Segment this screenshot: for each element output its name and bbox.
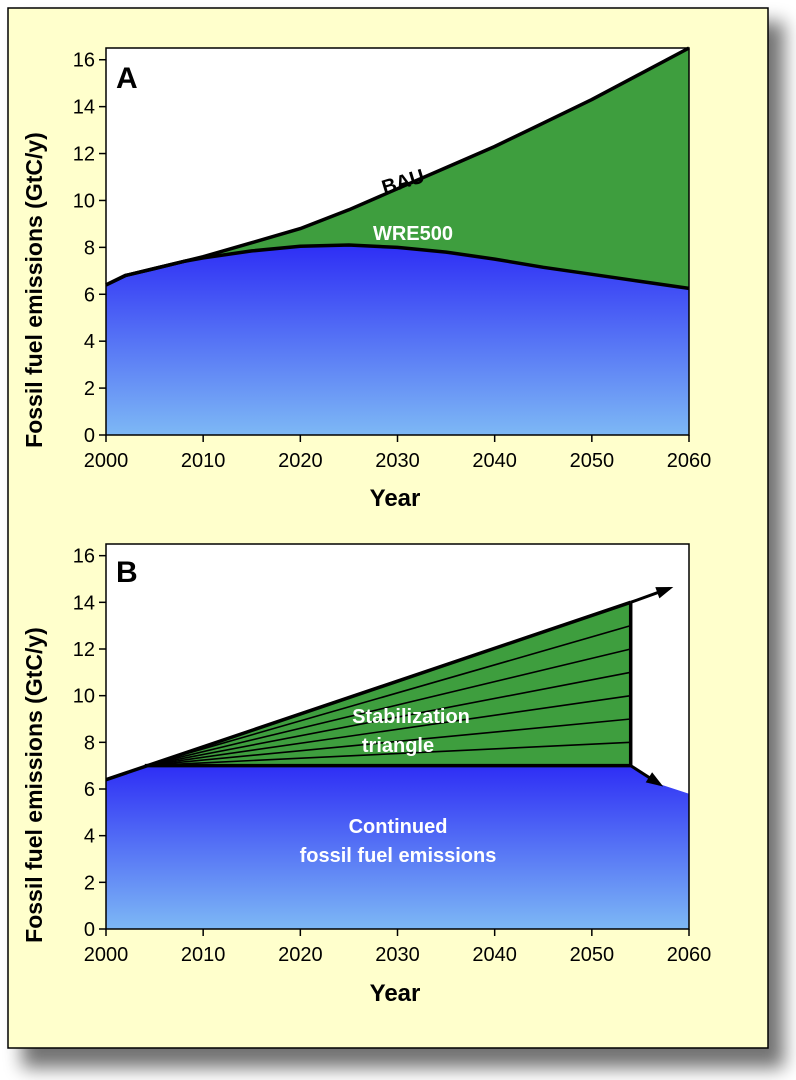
chart-b-panel-label: B: [116, 556, 138, 589]
y-tick-label: 16: [73, 50, 95, 72]
wedge-line: [144, 671, 631, 767]
chart-b-ylabel: Fossil fuel emissions (GtC/y): [21, 627, 47, 943]
bau-gap-area: [106, 48, 689, 289]
y-tick-label: 4: [84, 331, 95, 353]
y-tick-label: 14: [73, 97, 95, 119]
bau-growth-line: [105, 600, 632, 782]
y-tick-label: 12: [73, 144, 95, 166]
chart-a-x-ticks: 2000 2010 2020 2030 2040 2050 2060: [84, 435, 712, 472]
x-tick-label: 2040: [472, 944, 517, 966]
x-tick-label: 2060: [667, 450, 712, 472]
chart-b-label-continued: Continued: [349, 816, 448, 838]
chart-a-ylabel: Fossil fuel emissions (GtC/y): [21, 132, 47, 448]
x-tick-label: 2050: [570, 944, 615, 966]
chart-a-xlabel: Year: [370, 485, 421, 512]
x-tick-label: 2060: [667, 944, 712, 966]
x-tick-label: 2030: [375, 450, 420, 472]
x-tick-label: 2010: [181, 944, 226, 966]
chart-b-y-ticks: 0 2 4 6 8 10 12 14 16: [73, 546, 106, 941]
wedge-line: [144, 718, 631, 767]
x-tick-label: 2010: [181, 450, 226, 472]
wedge-line: [144, 741, 631, 767]
y-tick-label: 12: [73, 639, 95, 661]
y-tick-label: 14: [73, 592, 95, 614]
chart-a-label-wre500: WRE500: [373, 223, 453, 245]
y-tick-label: 8: [84, 732, 95, 754]
chart-b-xlabel: Year: [370, 980, 421, 1007]
y-tick-label: 4: [84, 826, 95, 848]
continued-emissions-area: [106, 765, 689, 929]
x-tick-label: 2020: [278, 450, 323, 472]
wedge-line: [144, 648, 631, 767]
x-tick-label: 2000: [84, 450, 129, 472]
arrow-head: [645, 772, 664, 787]
wedge-line: [144, 624, 631, 767]
wre500-line: [105, 243, 690, 291]
y-tick-label: 16: [73, 546, 95, 568]
chart-a-plot: [105, 46, 690, 436]
x-tick-label: 2050: [570, 450, 615, 472]
x-tick-label: 2000: [84, 944, 129, 966]
y-tick-label: 10: [73, 686, 95, 708]
chart-b-label-stabilization: Stabilization: [352, 706, 470, 728]
chart-a-y-ticks: 0 2 4 6 8 10 12 14 16: [73, 50, 106, 447]
x-tick-label: 2020: [278, 944, 323, 966]
y-tick-label: 2: [84, 378, 95, 400]
y-tick-label: 8: [84, 237, 95, 259]
chart-b-x-ticks: 2000 2010 2020 2030 2040 2050 2060: [84, 929, 712, 966]
x-tick-label: 2040: [472, 450, 517, 472]
y-tick-label: 0: [84, 919, 95, 941]
y-tick-label: 0: [84, 425, 95, 447]
wre500-emissions-area: [106, 245, 689, 435]
chart-b-label-triangle: triangle: [362, 735, 434, 757]
y-tick-label: 6: [84, 284, 95, 306]
y-tick-label: 10: [73, 190, 95, 212]
arrow-head: [655, 587, 674, 599]
y-tick-label: 6: [84, 779, 95, 801]
x-tick-label: 2030: [375, 944, 420, 966]
chart-a-panel-label: A: [116, 62, 138, 95]
wedge-line: [144, 694, 631, 767]
chart-b-plot: [105, 543, 690, 930]
y-tick-label: 2: [84, 872, 95, 894]
chart-b-label-fossil-fuel-emissions: fossil fuel emissions: [300, 845, 497, 867]
